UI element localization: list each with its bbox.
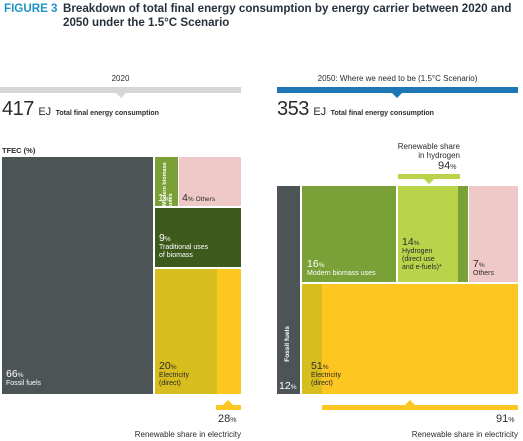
- ren-2020-elec-value-wrap: 28%: [218, 413, 236, 425]
- segment-2020-electricity-label: 20% Electricity (direct): [159, 360, 189, 388]
- segment-2020-traditional-biomass: 9% Traditional uses of biomass: [155, 208, 241, 267]
- panel-2050-header-bar: [277, 87, 518, 93]
- total-2050-unit: EJ: [313, 106, 327, 118]
- figure-label: FIGURE 3: [4, 2, 58, 15]
- value-2020-modern-biomass: 1: [158, 192, 164, 204]
- ren-2020-elec-marker: [223, 400, 233, 405]
- ren-2050-h2-label: Renewable share in hydrogen: [370, 142, 460, 160]
- name-2020-fossil: Fossil fuels: [6, 380, 42, 387]
- figure-title: Breakdown of total final energy consumpt…: [63, 2, 512, 29]
- pct-sign: %: [478, 262, 485, 269]
- total-2020-unit: EJ: [38, 106, 52, 118]
- segment-2050-others-label: 7% Others: [473, 258, 495, 278]
- total-2050-label: Total final energy consumption: [330, 110, 434, 117]
- name-2020-traditional-line1: Traditional uses: [159, 244, 209, 251]
- segment-2050-electricity-nonrenewable: [302, 284, 322, 394]
- name-2050-hydrogen-line2: (direct use: [402, 256, 435, 263]
- pct-sign: %: [187, 196, 194, 203]
- panel-2020-header: 2020: [111, 74, 130, 83]
- pct-sign: %: [164, 236, 171, 243]
- segment-2020-modern-biomass: Modern biomass uses 1%: [155, 157, 178, 206]
- ren-h2-line1: Renewable share: [397, 142, 460, 151]
- tfec-axis-label: TFEC (%): [2, 146, 36, 155]
- ren-2050-elec-bar: [322, 405, 518, 410]
- ren-2020-elec-bar: [216, 405, 241, 410]
- value-2050-fossil: 12: [279, 380, 291, 392]
- name-2050-hydrogen-line1: Hydrogen: [402, 248, 433, 255]
- name-2020-traditional-line2: of biomass: [159, 252, 193, 259]
- segment-2020-others-label: 4% Others: [182, 192, 216, 204]
- ren-2050-elec-value-wrap: 91%: [496, 413, 514, 425]
- value-2020-electricity: 20: [159, 360, 171, 372]
- value-2020-modern-biomass-wrap: 1%: [158, 192, 170, 204]
- panel-2050-marker: [392, 93, 402, 98]
- value-2020-others: 4: [182, 192, 188, 204]
- ren-2020-elec-value: 28: [218, 413, 231, 425]
- name-2020-electricity-line1: Electricity: [159, 372, 189, 379]
- segment-2020-traditional-biomass-label: 9% Traditional uses of biomass: [159, 232, 209, 260]
- modern-biomass-line2: biomass: [162, 162, 168, 185]
- ren-2020-elec-label: Renewable share in electricity: [134, 430, 241, 439]
- name-2050-electricity-line2: (direct): [311, 380, 333, 387]
- ren-2050-elec-marker: [405, 400, 415, 405]
- segment-2020-fossil-fuels: 66% Fossil fuels: [2, 157, 153, 394]
- total-2050-value: 353: [277, 98, 309, 120]
- segment-2020-fossil-fuels-label: 66% Fossil fuels: [6, 368, 42, 388]
- pct-sign: %: [450, 164, 457, 171]
- ren-2050-elec-label: Renewable share in electricity: [411, 430, 518, 439]
- panel-2020-header-bar: [0, 87, 241, 93]
- name-2050-hydrogen-line3: and e-fuels)*: [402, 264, 442, 271]
- total-2020-value: 417: [2, 98, 34, 120]
- segment-2050-electricity: 51% Electricity (direct): [302, 284, 518, 394]
- segment-2050-modern-biomass-label: 16% Modern biomass uses: [307, 258, 376, 278]
- pct-sign: %: [170, 364, 177, 371]
- pct-sign: %: [17, 372, 24, 379]
- value-2050-others: 7: [473, 258, 479, 270]
- segment-2050-fossil-fuels: Fossil fuels 12%: [277, 186, 300, 394]
- name-2050-others: Others: [473, 270, 495, 277]
- value-2050-hydrogen: 14: [402, 236, 414, 248]
- total-2050: 353 EJ Total final energy consumption: [277, 99, 434, 120]
- ren-2050-h2-bar: [398, 174, 460, 179]
- pct-sign: %: [290, 384, 297, 391]
- ren-h2-line2: in hydrogen: [418, 151, 460, 160]
- pct-sign: %: [230, 417, 237, 424]
- pct-sign: %: [322, 364, 329, 371]
- ren-2050-h2-value: 94: [438, 160, 451, 172]
- segment-2050-modern-biomass: 16% Modern biomass uses: [302, 186, 396, 282]
- panel-2050-header: 2050: Where we need to be (1.5°C Scenari…: [317, 74, 478, 83]
- name-2050-electricity-line1: Electricity: [311, 372, 341, 379]
- value-2020-fossil: 66: [6, 368, 18, 380]
- value-2050-modern-biomass: 16: [307, 258, 319, 270]
- segment-2050-hydrogen: 14% Hydrogen (direct use and e-fuels)*: [398, 186, 468, 282]
- segment-2020-others: 4% Others: [179, 157, 241, 206]
- name-2020-electricity-line2: (direct): [159, 380, 181, 387]
- segment-2050-hydrogen-label: 14% Hydrogen (direct use and e-fuels)*: [402, 236, 442, 272]
- value-2050-fossil-wrap: 12%: [279, 380, 297, 392]
- ren-2050-elec-value: 91: [496, 413, 509, 425]
- segment-2050-hydrogen-nonrenewable: [458, 186, 468, 282]
- value-2020-traditional: 9: [159, 232, 165, 244]
- panel-2020-marker: [116, 93, 126, 98]
- ren-2050-h2-marker: [424, 179, 434, 184]
- segment-2020-electricity: 20% Electricity (direct): [155, 269, 241, 394]
- total-2020: 417 EJ Total final energy consumption: [2, 99, 159, 120]
- name-2050-fossil: Fossil fuels: [284, 326, 291, 362]
- pct-sign: %: [318, 262, 325, 269]
- segment-2050-others: 7% Others: [469, 186, 518, 282]
- segment-2050-electricity-label: 51% Electricity (direct): [311, 360, 341, 388]
- segment-2020-electricity-renewable: [217, 269, 241, 394]
- pct-sign: %: [163, 196, 170, 203]
- pct-sign: %: [508, 417, 515, 424]
- total-2020-label: Total final energy consumption: [55, 110, 159, 117]
- name-2050-modern-biomass: Modern biomass uses: [307, 270, 376, 277]
- name-2020-others: Others: [195, 196, 216, 203]
- ren-2050-h2-value-wrap: 94%: [438, 160, 456, 172]
- value-2050-electricity: 51: [311, 360, 323, 372]
- pct-sign: %: [413, 240, 420, 247]
